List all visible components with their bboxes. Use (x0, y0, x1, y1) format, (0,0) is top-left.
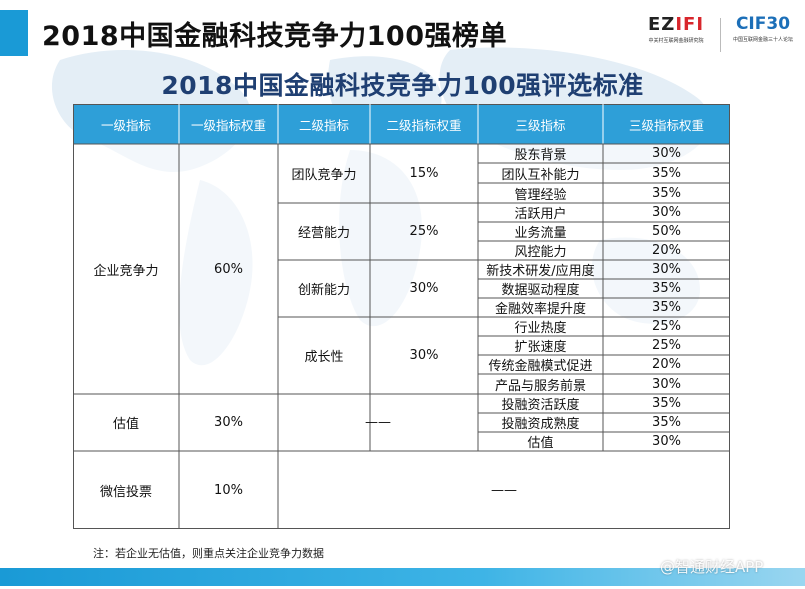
footnote: 注：若企业无估值，则重点关注企业竞争力数据 (93, 547, 324, 560)
level3-name: 传统金融模式促进 (488, 359, 593, 374)
header-level1-weight: 一级指标权重 (190, 117, 266, 133)
logo-mark: CIF30 (735, 14, 791, 34)
level3-weight: 35% (652, 396, 681, 411)
level3-name: 管理经验 (514, 187, 567, 203)
level3-name: 估值 (527, 436, 554, 451)
logo-mark-a: EZ (647, 14, 676, 35)
level1-name: 微信投票 (99, 484, 152, 500)
level2-weight: 25% (409, 224, 439, 239)
footer-bar (0, 568, 805, 586)
level1-name: 估值 (112, 417, 139, 432)
logo-divider (720, 18, 721, 52)
header-level1: 一级指标 (100, 117, 151, 133)
level3-weight: 35% (652, 185, 681, 201)
level3-name: 扩张速度 (514, 340, 567, 355)
level3-name: 股东背景 (514, 148, 567, 163)
level3-weight: 25% (652, 319, 681, 334)
level2-weight: 30% (409, 348, 439, 363)
criteria-table: 一级指标 一级指标权重 二级指标 二级指标权重 三级指标 三级指标权重 企业竞争… (73, 104, 730, 529)
level3-weight: 35% (652, 415, 681, 430)
empty-dash: —— (491, 482, 517, 498)
level3-name: 行业热度 (514, 321, 567, 336)
level2-name: 创新能力 (297, 283, 350, 298)
level3-weight: 25% (652, 338, 681, 353)
header-level2: 二级指标 (298, 117, 349, 133)
title-accent-bar (0, 10, 28, 56)
level1-name: 企业竞争力 (93, 263, 159, 279)
level1-weight: 30% (214, 415, 243, 430)
cif30-logo: CIF30 中国互联网金融三十人论坛 (728, 14, 798, 58)
ezifi-logo: EZIFI 中关村互联网金融研究院 (638, 14, 714, 58)
slide-title: 2018中国金融科技竞争力100强榜单 (42, 21, 508, 52)
table-grid (73, 104, 730, 529)
header-level3: 三级指标 (515, 117, 566, 133)
level3-weight: 35% (652, 281, 681, 296)
level3-weight: 20% (652, 357, 681, 372)
level3-name: 活跃用户 (514, 207, 567, 222)
logo-mark-b: IFI (675, 14, 705, 35)
level2-name: 成长性 (304, 350, 344, 365)
header-level2-weight: 二级指标权重 (386, 117, 462, 133)
level2-name: 经营能力 (297, 226, 350, 241)
header-level3-weight: 三级指标权重 (628, 117, 704, 133)
level3-name: 团队互补能力 (501, 167, 580, 183)
level3-name: 产品与服务前景 (494, 378, 586, 394)
watermark: @智通财经APP (660, 558, 764, 576)
level3-weight: 20% (652, 243, 681, 258)
level3-weight: 50% (652, 224, 681, 239)
level3-name: 投融资活跃度 (501, 398, 580, 413)
level3-name: 风控能力 (514, 245, 567, 260)
level2-weight: 30% (409, 281, 439, 296)
empty-dash: —— (365, 415, 391, 430)
level3-name: 新技术研发/应用度 (486, 264, 595, 279)
header-row-bg (73, 104, 730, 144)
level3-name: 数据驱动程度 (501, 283, 580, 298)
level3-weight: 30% (652, 146, 681, 161)
level3-name: 投融资成熟度 (501, 417, 580, 432)
level3-weight: 30% (652, 376, 681, 392)
level3-weight: 30% (652, 434, 681, 449)
level3-name: 业务流量 (514, 226, 567, 241)
level3-weight: 35% (652, 300, 681, 315)
level3-weight: 35% (652, 165, 681, 181)
logo-subtext: 中关村互联网金融研究院 (648, 38, 704, 44)
level1-weight: 10% (214, 482, 243, 498)
level2-weight: 15% (409, 166, 439, 181)
level3-name: 金融效率提升度 (494, 302, 586, 317)
level3-row-lines (478, 162, 730, 433)
level3-weight: 30% (652, 262, 681, 277)
logo-subtext: 中国互联网金融三十人论坛 (732, 37, 793, 43)
level1-weight: 60% (214, 261, 243, 277)
level2-name: 团队竞争力 (291, 168, 357, 183)
table-title: 2018中国金融科技竞争力100强评选标准 (161, 71, 644, 100)
level3-weight: 30% (652, 205, 681, 220)
